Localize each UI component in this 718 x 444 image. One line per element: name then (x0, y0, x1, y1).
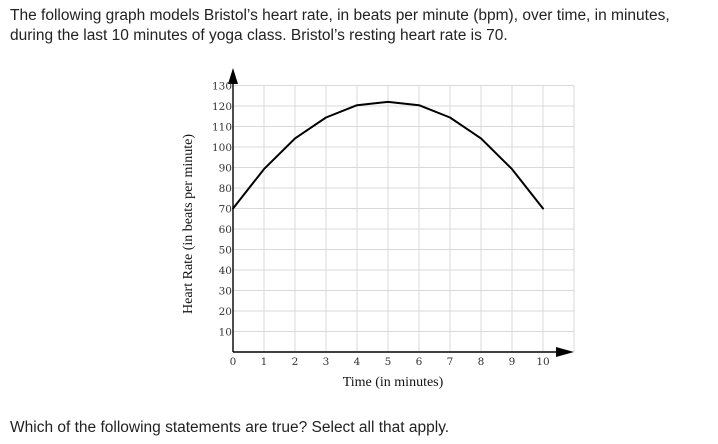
x-axis-arrow (556, 347, 574, 357)
y-tick-label: 10 (219, 327, 232, 339)
question-prompt: Which of the following statements are tr… (10, 419, 450, 436)
x-tick-label: 6 (416, 356, 423, 368)
chart-series (232, 100, 544, 210)
y-tick-label: 80 (219, 183, 232, 195)
y-tick-label: 100 (212, 142, 232, 154)
y-axis-arrow (228, 68, 238, 84)
y-tick-label: 130 (212, 81, 232, 93)
y-tick-label: 50 (219, 245, 232, 257)
y-tick-label: 90 (219, 163, 232, 175)
problem-intro: The following graph models Bristol’s hea… (10, 7, 670, 44)
x-tick-label: 7 (447, 356, 454, 368)
x-tick-label: 8 (478, 356, 485, 368)
x-tick-label: 1 (261, 356, 268, 368)
y-tick-label: 60 (219, 224, 232, 236)
x-tick-label: 0 (230, 356, 237, 368)
x-tick-label: 9 (509, 356, 516, 368)
y-tick-label: 120 (212, 101, 232, 113)
chart-grid (233, 85, 575, 352)
y-tick-label: 30 (219, 286, 232, 298)
chart-axes (228, 68, 574, 357)
x-tick-label: 10 (536, 356, 549, 368)
y-tick-label: 70 (219, 204, 232, 216)
y-axis-label: Heart Rate (in beats per minute) (181, 134, 196, 314)
y-tick-label: 110 (212, 122, 232, 134)
x-tick-label: 4 (354, 356, 361, 368)
x-axis-label: Time (in minutes) (343, 375, 444, 390)
y-tick-label: 40 (219, 265, 232, 277)
x-tick-label: 3 (323, 356, 330, 368)
chart-tick-labels: 0 1 2 3 4 5 6 7 8 9 10 10 20 30 40 50 60 70 80 90 100 110 120 1… (212, 81, 550, 369)
y-tick-label: 20 (219, 306, 232, 318)
x-tick-label: 2 (292, 356, 299, 368)
heart-rate-curve (232, 100, 544, 210)
x-tick-label: 5 (385, 356, 392, 368)
